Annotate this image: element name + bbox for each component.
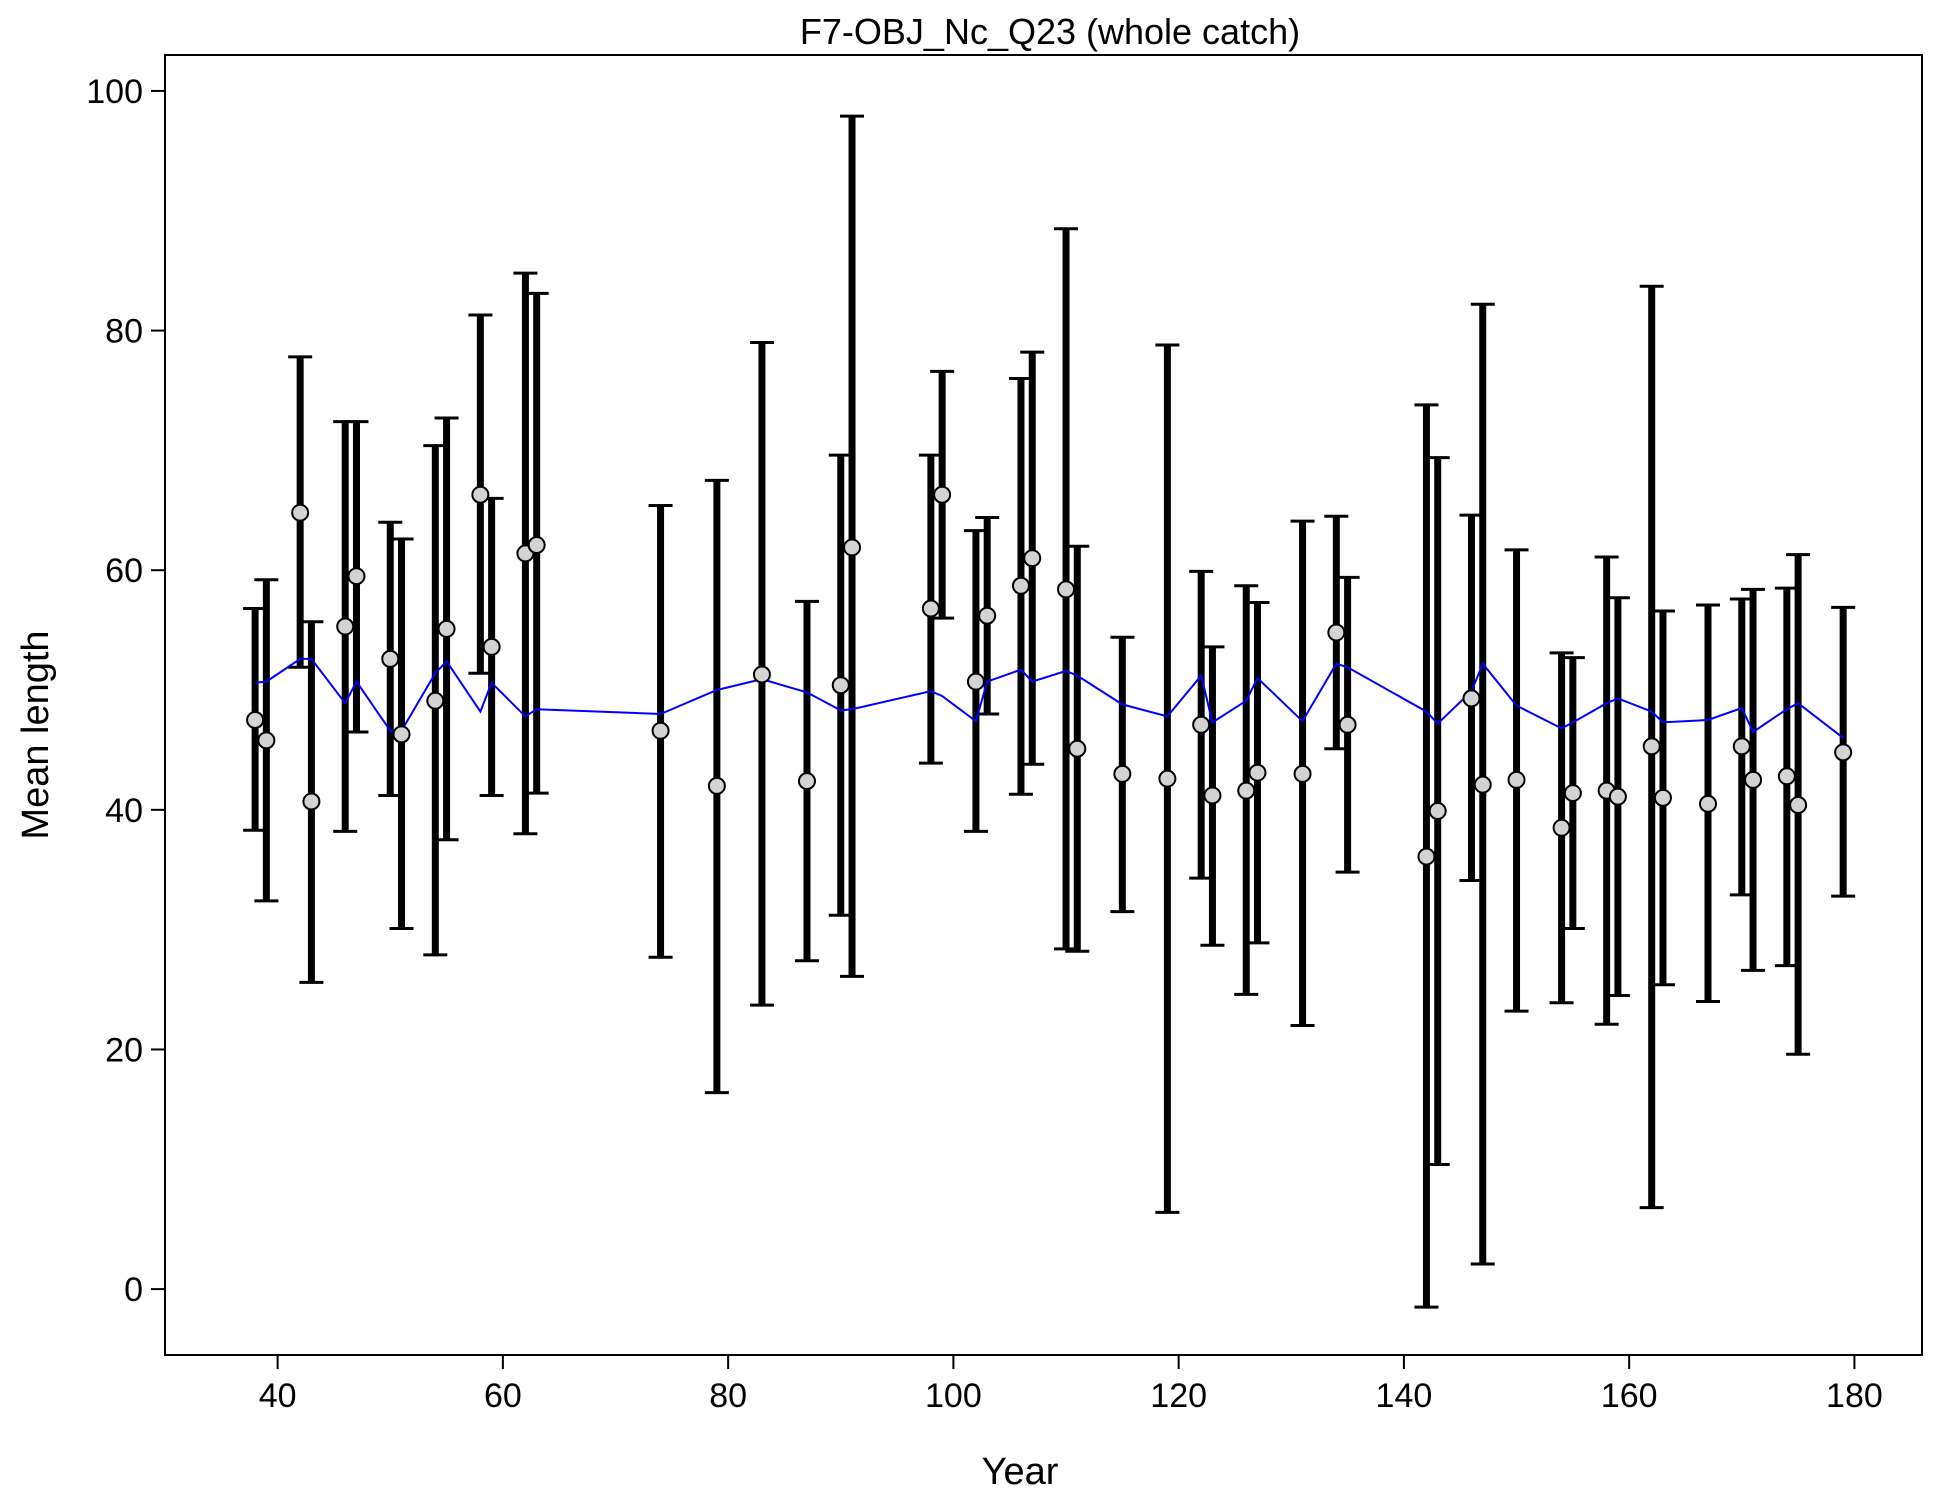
data-point-59 <box>482 637 501 656</box>
data-point-79 <box>707 776 726 795</box>
data-point-154 <box>1552 818 1571 837</box>
y-tick-label-60: 60 <box>105 552 143 590</box>
data-point-170 <box>1732 737 1751 756</box>
data-point-175 <box>1789 796 1808 815</box>
data-point-102 <box>966 672 985 691</box>
x-tick-label-180: 180 <box>1826 1377 1883 1415</box>
data-point-115 <box>1113 764 1132 783</box>
data-point-43 <box>302 792 321 811</box>
y-tick-label-20: 20 <box>105 1031 143 1069</box>
data-point-39 <box>257 731 276 750</box>
data-point-174 <box>1777 767 1796 786</box>
data-point-90 <box>831 676 850 695</box>
x-tick-label-60: 60 <box>484 1377 522 1415</box>
data-point-50 <box>381 649 400 668</box>
chart-title: F7-OBJ_Nc_Q23 (whole catch) <box>800 11 1300 52</box>
data-point-119 <box>1158 769 1177 788</box>
x-tick-label-40: 40 <box>259 1377 297 1415</box>
data-point-47 <box>347 567 366 586</box>
x-tick-label-160: 160 <box>1601 1377 1658 1415</box>
data-point-87 <box>797 772 816 791</box>
data-point-179 <box>1834 743 1853 762</box>
y-tick-label-40: 40 <box>105 792 143 830</box>
data-point-131 <box>1293 764 1312 783</box>
data-point-162 <box>1642 737 1661 756</box>
y-axis-label: Mean length <box>15 630 57 839</box>
data-point-123 <box>1203 786 1222 805</box>
data-point-159 <box>1608 787 1627 806</box>
data-point-42 <box>291 503 310 522</box>
data-point-142 <box>1417 847 1436 866</box>
y-tick-label-0: 0 <box>124 1271 143 1309</box>
data-point-55 <box>437 619 456 638</box>
x-tick-label-80: 80 <box>709 1377 747 1415</box>
data-point-83 <box>752 665 771 684</box>
data-point-51 <box>392 725 411 744</box>
plot-area: 40 60 80 100 120 140 160 180 0 20 40 60 80 100 <box>86 54 1923 1415</box>
data-point-146 <box>1462 689 1481 708</box>
data-point-147 <box>1473 775 1492 794</box>
data-point-111 <box>1068 739 1087 758</box>
data-point-58 <box>471 485 490 504</box>
data-point-63 <box>527 536 546 555</box>
data-point-110 <box>1057 580 1076 599</box>
data-point-99 <box>933 485 952 504</box>
data-point-127 <box>1248 763 1267 782</box>
y-tick-label-100: 100 <box>86 73 143 111</box>
data-point-167 <box>1699 794 1718 813</box>
expected-line <box>254 657 1844 739</box>
data-point-107 <box>1023 549 1042 568</box>
data-point-150 <box>1507 770 1526 789</box>
x-tick-label-140: 140 <box>1376 1377 1433 1415</box>
data-point-163 <box>1653 788 1672 807</box>
data-point-122 <box>1192 715 1211 734</box>
data-point-134 <box>1327 623 1346 642</box>
data-point-155 <box>1563 784 1582 803</box>
data-point-74 <box>651 721 670 740</box>
data-point-126 <box>1237 781 1256 800</box>
data-point-98 <box>921 599 940 618</box>
x-axis-label: Year <box>982 1451 1059 1493</box>
plot-frame <box>164 54 1923 1356</box>
data-point-91 <box>843 538 862 557</box>
x-tick-label-120: 120 <box>1150 1377 1207 1415</box>
data-point-46 <box>336 617 355 636</box>
y-tick-label-80: 80 <box>105 313 143 351</box>
data-point-171 <box>1744 770 1763 789</box>
data-point-135 <box>1338 715 1357 734</box>
data-point-54 <box>426 691 445 710</box>
data-point-143 <box>1428 802 1447 821</box>
data-point-38 <box>246 710 265 729</box>
data-point-106 <box>1011 576 1030 595</box>
x-tick-label-100: 100 <box>925 1377 982 1415</box>
data-point-103 <box>978 606 997 625</box>
